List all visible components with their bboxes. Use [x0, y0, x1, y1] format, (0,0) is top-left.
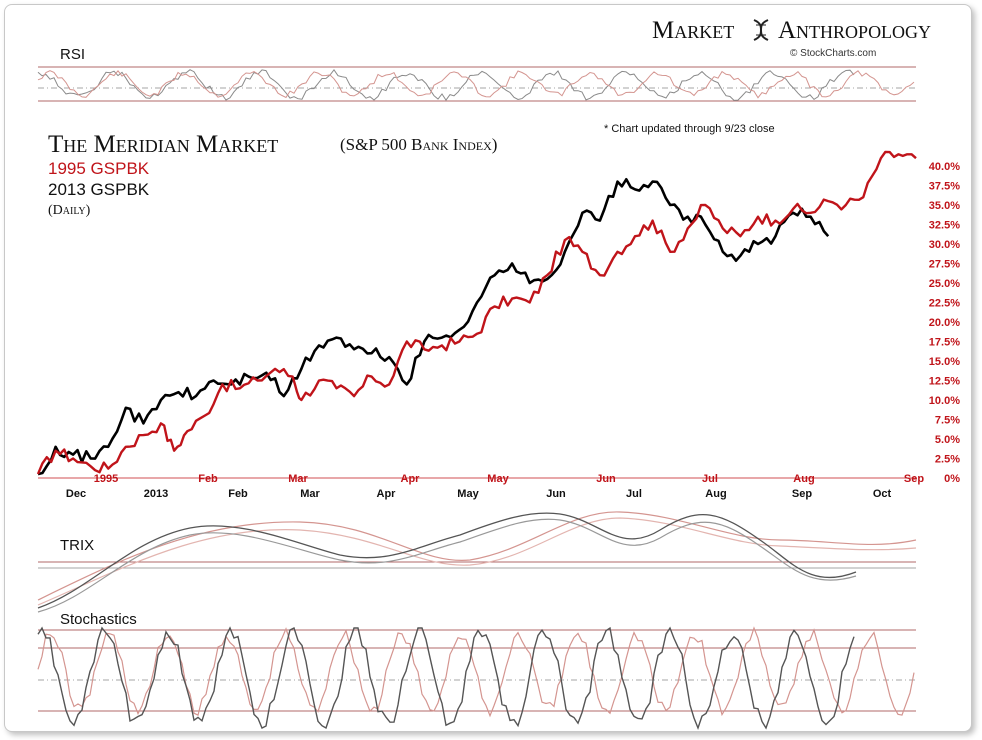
x-tick-1995: Jun [596, 473, 616, 485]
x-tick-2013: Mar [300, 488, 320, 500]
trix-2013-a [37, 512, 857, 609]
x-tick-2013: 2013 [144, 488, 168, 500]
stoch-1995-line [37, 626, 915, 718]
y-tick-label: 10.0% [929, 395, 960, 407]
dna-helix-icon [753, 19, 769, 41]
period-label: (Daily) [48, 203, 91, 218]
trix-1995-b [37, 517, 917, 606]
y-tick-label: 5.0% [935, 434, 960, 446]
x-tick-1995: Apr [401, 473, 421, 485]
rsi-panel [37, 66, 916, 102]
x-tick-2013: Apr [377, 488, 397, 500]
y-tick-label: 2.5% [935, 454, 960, 466]
y-tick-label: 30.0% [929, 239, 960, 251]
x-tick-1995: Sep [904, 473, 924, 485]
x-tick-2013: Feb [228, 488, 248, 500]
x-tick-2013: Sep [792, 488, 812, 500]
x-tick-1995: 1995 [94, 473, 118, 485]
stochastics-panel [37, 626, 916, 731]
x-tick-1995: Feb [198, 473, 218, 485]
trix-2013-b [37, 518, 857, 613]
chart-subtitle: (S&P 500 Bank Index) [340, 135, 497, 154]
stoch-2013-line [37, 626, 855, 731]
rsi-2013-line [37, 68, 855, 101]
brand-right: Anthropology [778, 17, 931, 44]
y-tick-label: 17.5% [929, 337, 960, 349]
y-tick-label: 20.0% [929, 317, 960, 329]
x-axis-1995: 1995 Feb Mar Apr May Jun Jul Aug Sep [94, 473, 925, 485]
x-tick-1995: Jul [702, 473, 718, 485]
x-axis-2013: Dec 2013 Feb Mar Apr May Jun Jul Aug Sep Oct [66, 488, 892, 500]
x-tick-2013: Dec [66, 488, 86, 500]
x-tick-2013: Oct [873, 488, 892, 500]
y-tick-label: 0% [944, 473, 960, 485]
x-tick-2013: Aug [705, 488, 726, 500]
rsi-1995-line [37, 69, 915, 99]
x-tick-1995: May [487, 473, 509, 485]
credit-text: © StockCharts.com [790, 48, 876, 59]
y-tick-label: 12.5% [929, 376, 960, 388]
legend-1995: 1995 GSPBK [48, 159, 150, 178]
trix-1995-a [37, 511, 917, 601]
main-chart: 40.0% 37.5% 35.0% 32.5% 30.0% 27.5% 25.0% 22.5%… [36, 150, 960, 500]
x-tick-1995: Aug [793, 473, 814, 485]
y-tick-label: 35.0% [929, 200, 960, 212]
y-tick-label: 27.5% [929, 259, 960, 271]
series-1995-line [36, 150, 917, 475]
y-tick-label: 15.0% [929, 356, 960, 368]
y-tick-label: 22.5% [929, 298, 960, 310]
y-tick-label: 32.5% [929, 220, 960, 232]
chart-title: The Meridian Market [48, 131, 278, 158]
x-tick-2013: May [457, 488, 479, 500]
y-tick-label: 25.0% [929, 278, 960, 290]
x-tick-2013: Jul [626, 488, 642, 500]
y-tick-label: 37.5% [929, 181, 960, 193]
legend-2013: 2013 GSPBK [48, 180, 150, 199]
trix-panel [37, 511, 917, 613]
y-tick-label: 40.0% [929, 161, 960, 173]
y-tick-label: 7.5% [935, 415, 960, 427]
brand-left: Market [652, 17, 734, 44]
chart-frame [4, 4, 972, 732]
stochastics-label: Stochastics [60, 611, 137, 628]
trix-label: TRIX [60, 537, 94, 554]
update-note: * Chart updated through 9/23 close [604, 123, 775, 135]
rsi-label: RSI [60, 46, 85, 63]
y-axis: 40.0% 37.5% 35.0% 32.5% 30.0% 27.5% 25.0% 22.5%… [929, 161, 960, 485]
x-tick-1995: Mar [288, 473, 308, 485]
x-tick-2013: Jun [546, 488, 566, 500]
